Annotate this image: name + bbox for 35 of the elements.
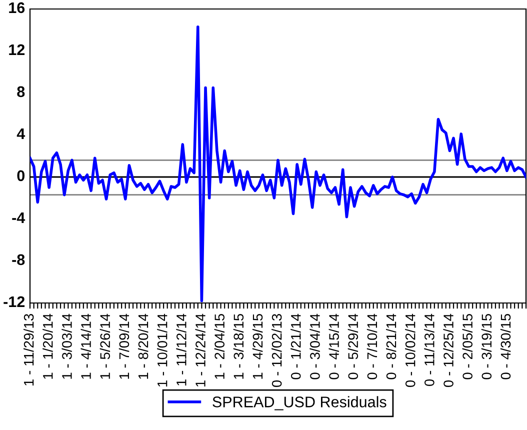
- x-tick-label: 0 - 12/25/14: [443, 314, 454, 387]
- x-tick-label: 0 - 3/04/14: [310, 314, 320, 380]
- legend-label: SPREAD_USD Residuals: [212, 396, 386, 410]
- x-tick-label: 0 - 12/02/13: [272, 314, 282, 387]
- x-tick-label: 1 - 8/20/14: [138, 314, 148, 379]
- x-tick-label: 1 - 4/14/14: [80, 314, 91, 379]
- x-tick-label: 1 - 2/04/15: [214, 314, 224, 379]
- x-tick-label: 1 - 4/29/15: [252, 314, 263, 379]
- x-tick-label: 1 - 5/26/14: [100, 314, 110, 379]
- x-tick-label: 1 - 7/09/14: [118, 314, 130, 379]
- y-tick-label: 4: [16, 128, 26, 139]
- y-tick-label: -12: [4, 296, 25, 307]
- x-tick-label: 0 - 10/02/14: [405, 314, 416, 387]
- x-tick-label: 0 - 1/21/14: [290, 314, 301, 380]
- x-tick-label: 1 - 11/12/14: [176, 314, 186, 386]
- y-tick-label: 8: [17, 86, 25, 98]
- x-tick-label: 1 - 10/01/14: [157, 314, 168, 386]
- x-tick-label: 1 - 3/03/14: [62, 314, 72, 379]
- x-tick-label: 1 - 3/18/15: [233, 314, 244, 379]
- x-tick-label: 1 - 11/29/13: [24, 314, 34, 386]
- x-tick-label: 0 - 7/10/14: [366, 314, 378, 380]
- x-tick-label: 1 - 1/20/14: [42, 314, 53, 379]
- x-tick-label: 0 - 5/29/14: [348, 314, 358, 380]
- x-tick-label: 0 - 2/05/15: [462, 314, 472, 380]
- y-tick-label: 0: [17, 170, 25, 182]
- x-tick-label: 0 - 4/15/14: [328, 314, 339, 380]
- x-tick-label: 0 - 11/13/14: [424, 314, 434, 386]
- y-tick-label: 12: [9, 44, 25, 55]
- y-tick-label: -8: [12, 254, 25, 266]
- x-tick-label: 1 - 12/24/14: [195, 314, 206, 386]
- y-tick-label: -4: [12, 212, 26, 223]
- x-tick-label: 0 - 8/21/14: [386, 314, 396, 380]
- x-tick-label: 0 - 3/19/15: [481, 314, 492, 380]
- y-tick-label: 16: [9, 2, 25, 14]
- x-tick-label: 0 - 4/30/15: [500, 314, 511, 380]
